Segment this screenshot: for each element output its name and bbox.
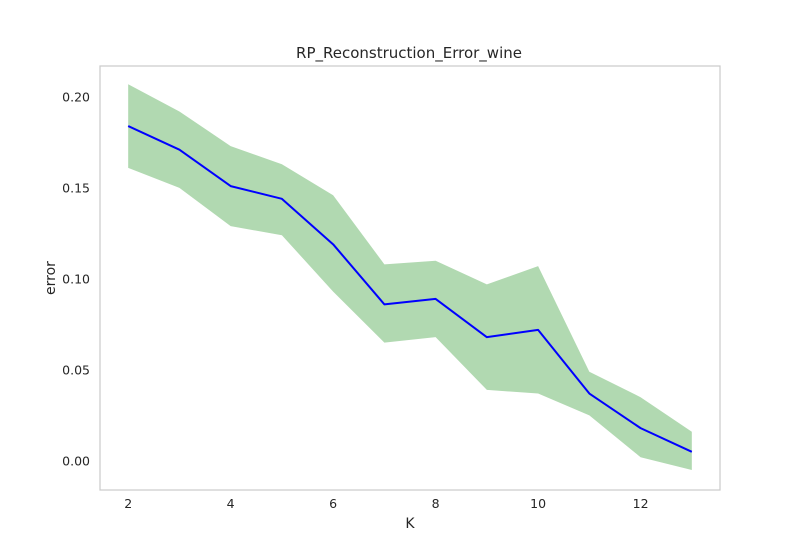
- x-tick-label: 2: [124, 496, 132, 511]
- plot-frame: [99, 65, 721, 491]
- y-tick-label: 0.10: [62, 271, 90, 286]
- y-tick-label: 0.00: [62, 453, 90, 468]
- x-tick-label: 12: [633, 496, 649, 511]
- y-tick-label: 0.20: [62, 89, 90, 104]
- x-tick-label: 4: [227, 496, 235, 511]
- chart-title: RP_Reconstruction_Error_wine: [296, 44, 522, 63]
- error-band-0: [128, 84, 692, 470]
- y-axis-label: error: [43, 261, 59, 295]
- x-axis-label: K: [405, 516, 415, 532]
- x-tick-label: 8: [432, 496, 440, 511]
- x-tick-label: 6: [329, 496, 337, 511]
- x-tick-label: 10: [530, 496, 546, 511]
- series-line-0: [127, 125, 693, 453]
- y-tick-label: 0.15: [62, 180, 90, 195]
- y-tick-label: 0.05: [62, 362, 90, 377]
